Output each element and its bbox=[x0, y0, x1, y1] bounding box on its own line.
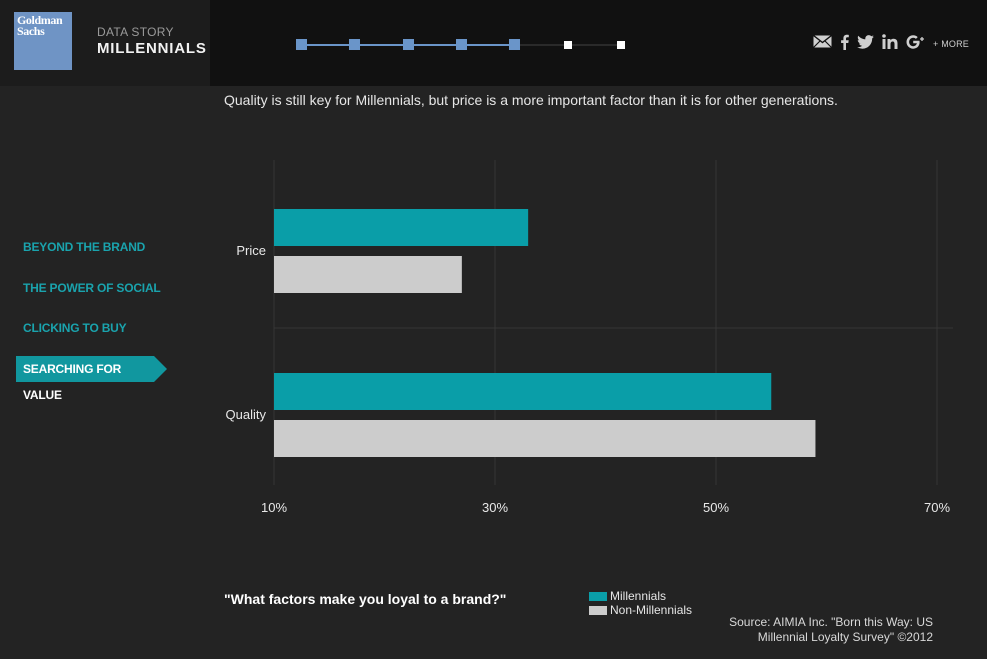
facebook-icon[interactable] bbox=[840, 34, 849, 55]
twitter-icon[interactable] bbox=[857, 34, 874, 54]
legend-swatch-millennials bbox=[589, 591, 607, 601]
story-title: MILLENNIALS bbox=[97, 40, 207, 57]
legend-swatch-non-millennials bbox=[589, 605, 607, 615]
progress-step-5[interactable] bbox=[509, 39, 521, 50]
legend-item-non-millennials: Non-Millennials bbox=[589, 603, 692, 617]
progress-step-4[interactable] bbox=[455, 39, 467, 50]
category-label-quality: Quality bbox=[226, 407, 267, 422]
brand-block: Goldman Sachs DATA STORY MILLENNIALS bbox=[0, 0, 210, 86]
progress-step-2[interactable] bbox=[349, 39, 361, 50]
source-line-2: Millennial Loyalty Survey" ©2012 bbox=[757, 630, 933, 644]
more-share-link[interactable]: + MORE bbox=[933, 39, 969, 49]
story-progress bbox=[296, 38, 628, 52]
legend-label-non-millennials: Non-Millennials bbox=[610, 603, 693, 617]
progress-step-1[interactable] bbox=[296, 39, 307, 50]
goldman-sachs-logo[interactable]: Goldman Sachs bbox=[14, 12, 72, 70]
nav-item-clicking-to-buy[interactable]: CLICKING TO BUY bbox=[23, 321, 127, 335]
nav-item-beyond-the-brand[interactable]: BEYOND THE BRAND bbox=[23, 240, 146, 254]
bar-quality-non-millennials bbox=[274, 420, 816, 457]
logo-line2: Sachs bbox=[17, 24, 45, 38]
tick-label-x-3: 70% bbox=[924, 500, 950, 515]
bar-quality-millennials bbox=[274, 373, 772, 410]
survey-question: "What factors make you loyal to a brand?… bbox=[224, 591, 507, 607]
share-bar: + MORE bbox=[813, 34, 969, 55]
story-kicker: DATA STORY bbox=[97, 25, 174, 39]
tick-label-x-1: 30% bbox=[482, 500, 508, 515]
chart-legend: Millennials Non-Millennials bbox=[589, 589, 692, 617]
source-line-1: Source: AIMIA Inc. "Born this Way: US bbox=[729, 615, 933, 629]
googleplus-icon[interactable] bbox=[906, 34, 925, 55]
section-nav: BEYOND THE BRAND THE POWER OF SOCIAL CLICK… bbox=[16, 234, 167, 402]
tick-label-x-2: 50% bbox=[703, 500, 729, 515]
progress-step-6[interactable] bbox=[564, 41, 572, 49]
bar-price-millennials bbox=[274, 209, 529, 246]
source-note: Source: AIMIA Inc. "Born this Way: US Mi… bbox=[673, 615, 933, 645]
category-label-price: Price bbox=[236, 243, 266, 258]
progress-step-7[interactable] bbox=[617, 41, 626, 49]
header-bar: Goldman Sachs DATA STORY MILLENNIALS + M… bbox=[0, 0, 987, 86]
legend-item-millennials: Millennials bbox=[589, 589, 692, 603]
email-icon[interactable] bbox=[813, 34, 832, 53]
logo-line1: Goldman bbox=[17, 13, 63, 27]
progress-step-3[interactable] bbox=[402, 39, 414, 50]
nav-item-searching-for-value[interactable]: SEARCHING FOR VALUE bbox=[16, 355, 167, 402]
bar-price-non-millennials bbox=[274, 256, 462, 293]
linkedin-icon[interactable] bbox=[882, 34, 898, 54]
legend-label-millennials: Millennials bbox=[610, 589, 667, 603]
nav-item-the-power-of-social[interactable]: THE POWER OF SOCIAL bbox=[23, 280, 161, 295]
tick-label-x-0: 10% bbox=[261, 500, 287, 515]
chart-subtitle: Quality is still key for Millennials, bu… bbox=[224, 92, 838, 108]
bar-chart: Price Quality 10% 30% 50% 70% bbox=[226, 160, 953, 515]
